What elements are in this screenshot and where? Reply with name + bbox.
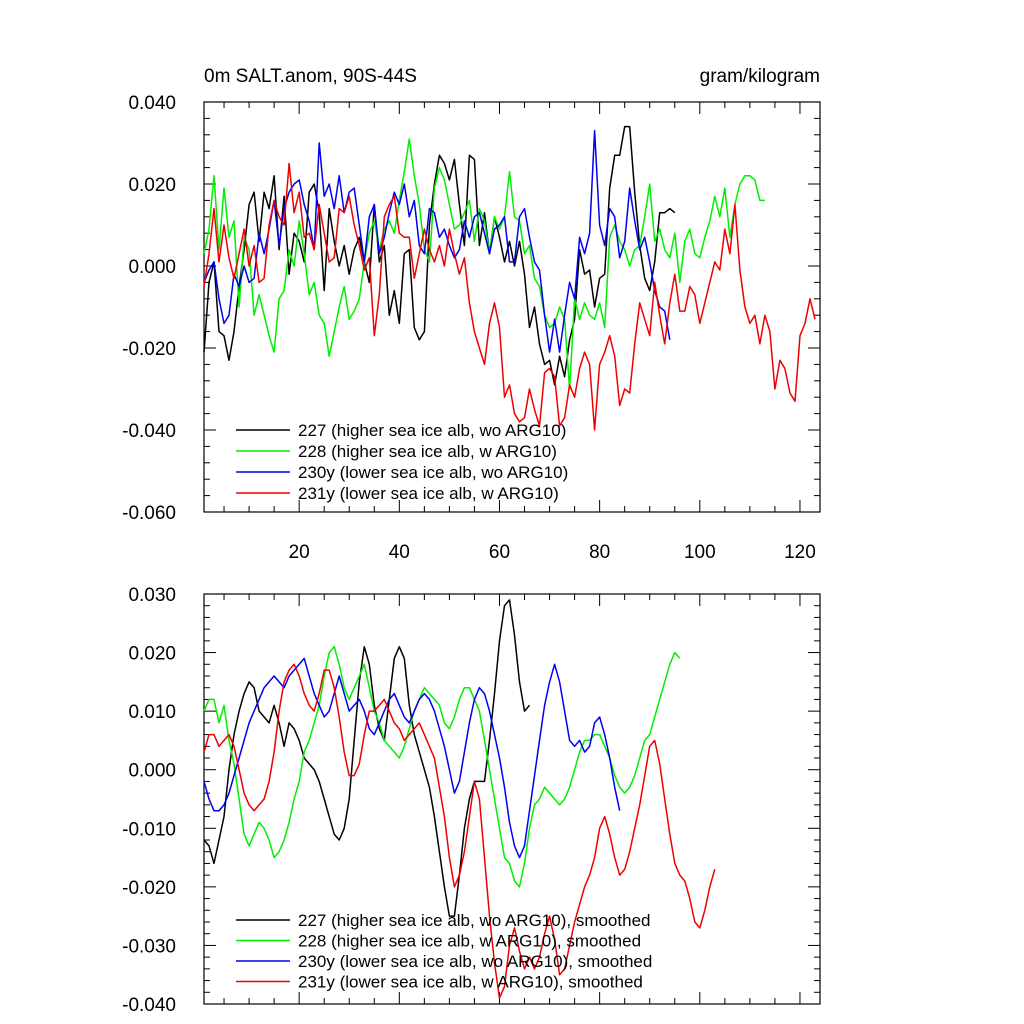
x-tick-label: 100 [684, 542, 716, 563]
legend-label-1: 228 (higher sea ice alb, w ARG10) [298, 442, 557, 461]
top-panel: -0.060 -0.040 -0.020 0.000 0.020 0.040 20 40 60 8… [122, 93, 821, 563]
y-tick-label: 0.010 [128, 702, 176, 723]
x-tick-label: 60 [489, 542, 510, 563]
chart-title: 0m SALT.anom, 90S-44S [204, 66, 417, 87]
legend-label-3: 231y (lower sea ice alb, w ARG10), smoot… [298, 973, 643, 992]
plot-frame [203, 593, 821, 1005]
plot-frame [203, 101, 821, 513]
y-tick-label: 0.040 [128, 93, 176, 114]
series-line-2 [203, 129, 671, 353]
series-line-1 [203, 138, 765, 390]
series-line-2 [203, 657, 621, 859]
units-label: gram/kilogram [700, 66, 820, 87]
x-tick-label: 20 [289, 542, 310, 563]
legend-label-0: 227 (higher sea ice alb, wo ARG10), smoo… [298, 911, 650, 930]
legend-label-3: 231y (lower sea ice alb, w ARG10) [298, 484, 559, 503]
x-tick-label: 40 [389, 542, 410, 563]
series-line-0 [203, 125, 676, 386]
y-tick-label: 0.020 [128, 175, 176, 196]
y-tick-label: -0.010 [122, 819, 176, 840]
legend-label-1: 228 (higher sea ice alb, w ARG10), smoot… [298, 932, 641, 951]
legend-label-2: 230y (lower sea ice alb, wo ARG10), smoo… [298, 952, 652, 971]
y-tick-label: -0.040 [122, 421, 176, 442]
series-line-1 [203, 645, 681, 888]
series-line-0 [203, 599, 531, 917]
y-tick-label: -0.030 [122, 936, 176, 957]
y-tick-label: -0.020 [122, 878, 176, 899]
y-tick-label: 0.020 [128, 644, 176, 665]
y-tick-label: -0.040 [122, 995, 176, 1016]
bottom-panel: -0.040 -0.030 -0.020 -0.010 0.000 0.010 0.020 0… [122, 585, 821, 1016]
y-tick-label: 0.000 [128, 761, 176, 782]
series-line-3 [203, 162, 816, 431]
series-line-3 [203, 663, 716, 999]
legend-label-2: 230y (lower sea ice alb, wo ARG10) [298, 463, 568, 482]
y-tick-label: -0.060 [122, 503, 176, 524]
y-tick-label: -0.020 [122, 339, 176, 360]
y-tick-label: 0.000 [128, 257, 176, 278]
legend-label-0: 227 (higher sea ice alb, wo ARG10) [298, 421, 566, 440]
x-tick-label: 120 [784, 542, 816, 563]
x-tick-label: 80 [589, 542, 610, 563]
y-tick-label: 0.030 [128, 585, 176, 606]
